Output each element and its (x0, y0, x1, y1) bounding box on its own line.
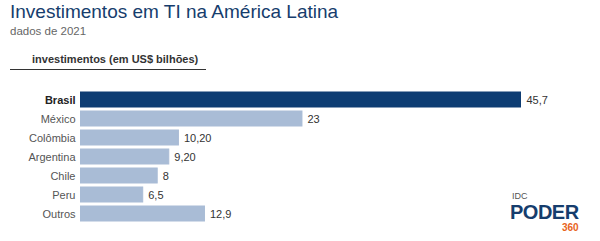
svg-text:México: México (41, 113, 76, 125)
svg-text:Chile: Chile (50, 170, 75, 182)
html-text:IDC: IDC (512, 191, 528, 201)
svg-text:Colômbia: Colômbia (29, 132, 76, 144)
svg-text:12,9: 12,9 (210, 208, 231, 220)
html-text:PODER: PODER (510, 201, 579, 223)
svg-text:Outros: Outros (42, 208, 76, 220)
svg-text:9,20: 9,20 (174, 151, 195, 163)
html-text:investimentos (em US$ bilhões): investimentos (em US$ bilhões) (32, 53, 199, 65)
html-text:dados de 2021: dados de 2021 (10, 25, 87, 37)
svg-text:6,5: 6,5 (148, 189, 163, 201)
svg-text:10,20: 10,20 (184, 132, 212, 144)
html-text:Investimentos em TI na América: Investimentos em TI na América Latina (10, 1, 339, 22)
svg-text:45,7: 45,7 (527, 94, 548, 106)
svg-text:Brasil: Brasil (45, 94, 76, 106)
svg-text:8: 8 (163, 170, 169, 182)
svg-text:Peru: Peru (52, 189, 75, 201)
svg-text:Argentina: Argentina (28, 151, 76, 163)
svg-text:23: 23 (307, 113, 319, 125)
html-text:360: 360 (562, 222, 579, 233)
